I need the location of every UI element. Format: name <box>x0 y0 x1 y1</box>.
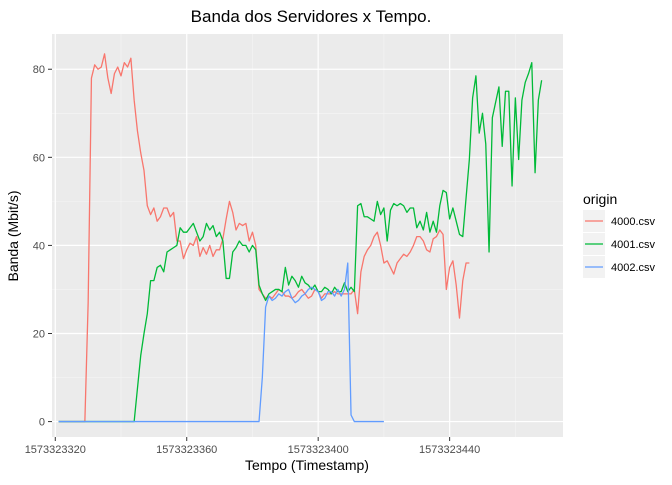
x-tick-label: 1573323400 <box>288 444 349 456</box>
y-tick-label: 80 <box>33 64 45 76</box>
axes: 1573323320 1573323360 1573323400 1573323440… <box>25 64 481 456</box>
data-series <box>58 53 543 423</box>
legend-label: 4002.csv <box>611 262 656 274</box>
y-tick-label: 60 <box>33 152 45 164</box>
chart-title: Banda dos Servidores x Tempo. <box>191 7 432 26</box>
legend-title: origin <box>583 191 617 207</box>
plot-panel <box>52 34 563 437</box>
legend-label: 4000.csv <box>611 216 656 228</box>
x-tick-label: 1573323320 <box>25 444 86 456</box>
x-tick-label: 1573323440 <box>419 444 480 456</box>
y-tick-label: 40 <box>33 240 45 252</box>
legend: origin 4000.csv 4001.csv 4002.csv <box>583 191 656 278</box>
series-line-4002 <box>58 262 384 423</box>
y-axis-label: Banda (Mbit/s) <box>5 190 21 281</box>
y-tick-label: 20 <box>33 328 45 340</box>
major-gridlines <box>52 34 563 437</box>
y-tick-label: 0 <box>39 417 45 429</box>
series-line-4001 <box>58 61 543 423</box>
legend-label: 4001.csv <box>611 239 656 251</box>
x-axis-label: Tempo (Timestamp) <box>245 457 369 473</box>
x-tick-label: 1573323360 <box>156 444 217 456</box>
